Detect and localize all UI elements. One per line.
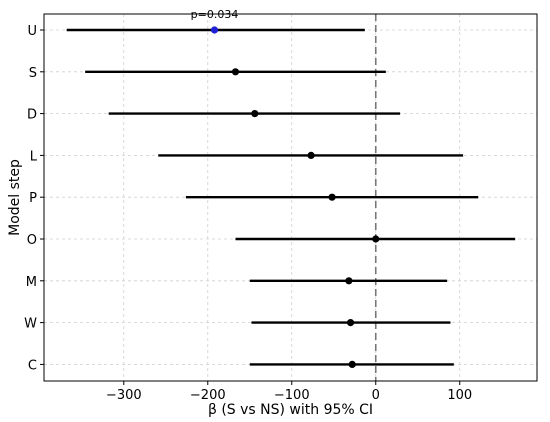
estimate-row-C [249, 360, 454, 368]
point-estimate [307, 151, 315, 159]
y-tick-label-O: O [27, 233, 37, 248]
x-tick-label: −300 [106, 388, 142, 403]
estimate-row-M [249, 277, 448, 285]
point-estimate [348, 360, 356, 368]
y-tick-label-U: U [27, 24, 37, 39]
estimate-row-S [85, 68, 386, 76]
y-tick-label-M: M [26, 275, 37, 290]
point-estimate [231, 68, 240, 76]
x-tick-label: 0 [372, 388, 380, 403]
y-tick-label-S: S [29, 66, 37, 81]
point-estimate [345, 277, 353, 285]
point-estimate [210, 26, 219, 34]
estimates: p=0.034 [66, 8, 516, 368]
point-estimate [328, 193, 336, 201]
y-tick-label-L: L [30, 149, 38, 164]
x-tick-label: −200 [190, 388, 226, 403]
y-axis-label: Model step [7, 159, 23, 236]
x-tick-label: 100 [447, 388, 472, 403]
y-tick-label-C: C [28, 358, 37, 373]
x-axis-ticks: −300 −200 −100 0 100 [106, 381, 472, 403]
point-estimate [346, 319, 355, 327]
point-estimate [372, 235, 380, 243]
estimate-row-P [185, 193, 479, 201]
estimate-row-W [251, 319, 451, 327]
estimate-row-D [108, 110, 401, 118]
x-axis-label: β (S vs NS) with 95% CI [208, 402, 373, 418]
estimate-row-L [158, 151, 464, 159]
y-axis-ticks: U S D L P O M W C [24, 24, 44, 373]
estimate-row-U: p=0.034 [66, 8, 365, 34]
estimate-row-O [235, 235, 516, 243]
x-tick-label: −100 [274, 388, 310, 403]
y-tick-label-W: W [24, 317, 37, 332]
y-tick-label-D: D [27, 108, 37, 123]
y-tick-label-P: P [29, 191, 37, 206]
point-estimate [251, 110, 259, 118]
